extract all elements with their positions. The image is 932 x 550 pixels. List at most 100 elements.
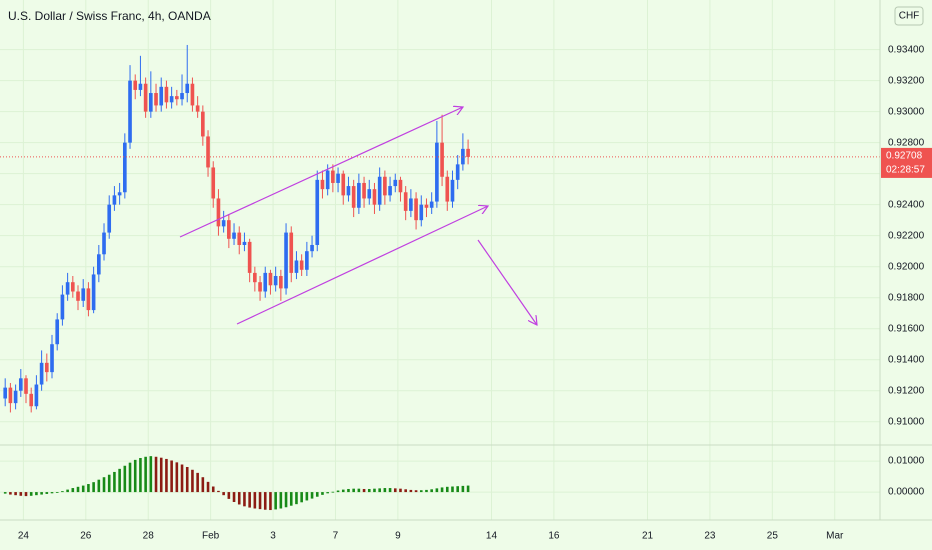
candle-body — [362, 182, 366, 199]
candle-body — [325, 170, 330, 190]
candle-body — [310, 244, 314, 252]
histogram-bar — [201, 477, 205, 493]
histogram-bar — [461, 485, 465, 493]
candle-body — [237, 232, 242, 245]
histogram-bar — [227, 492, 231, 499]
candle-body — [445, 176, 450, 202]
x-tick-label: 14 — [486, 531, 498, 542]
candle-body — [263, 272, 268, 292]
histogram-bar — [445, 486, 449, 493]
candle-body — [258, 282, 262, 292]
histogram-bar — [435, 488, 439, 493]
histogram-bar — [66, 489, 69, 493]
currency[interactable]: CHF — [899, 11, 920, 22]
histogram-bar — [300, 492, 303, 503]
candle-body — [50, 344, 54, 373]
histogram-bar — [40, 492, 43, 495]
candle-body — [435, 142, 439, 202]
histogram-bar — [154, 456, 158, 493]
histogram-bar — [383, 488, 387, 493]
histogram-bar — [336, 490, 340, 493]
candle-body — [81, 288, 86, 301]
candle-body — [273, 275, 278, 286]
histogram-bar — [263, 492, 267, 510]
y-tick-label: 0.92800 — [888, 137, 925, 148]
histogram-bar — [357, 488, 361, 493]
candle-body — [169, 96, 174, 103]
x-tick-label: 25 — [767, 531, 779, 542]
candle-body — [39, 362, 44, 385]
candle-body — [107, 204, 112, 233]
candle-body — [102, 232, 106, 255]
histogram-bar — [279, 492, 283, 509]
candle-body — [305, 251, 309, 270]
candle-body — [268, 272, 273, 286]
candle-body — [44, 362, 49, 373]
x-tick-label: 21 — [642, 531, 654, 542]
histogram-bar — [237, 492, 241, 505]
candle-body — [149, 93, 153, 112]
histogram-bar — [165, 458, 168, 493]
candle-body — [206, 136, 210, 168]
candle-body — [383, 176, 387, 196]
candle-body — [13, 390, 18, 404]
histogram-bar — [274, 492, 277, 510]
candle-body — [96, 254, 101, 275]
histogram-bar — [232, 492, 236, 502]
histogram-bar — [451, 486, 454, 493]
candle-body — [123, 142, 127, 193]
candle-body — [414, 198, 418, 221]
y-tick-label: 0.92400 — [888, 199, 925, 210]
candle-body — [440, 142, 444, 177]
x-tick-label: 3 — [270, 531, 276, 542]
candle-body — [299, 260, 304, 270]
histogram-bar — [284, 492, 288, 508]
candle-body — [3, 387, 8, 399]
x-tick-label: 28 — [143, 531, 155, 542]
candle-body — [346, 186, 351, 196]
histogram-bar — [35, 492, 38, 496]
histogram-bar — [139, 458, 142, 493]
candle-body — [351, 186, 356, 208]
x-tick-label: 9 — [395, 531, 401, 542]
histogram-bar — [14, 492, 17, 496]
histogram-bar — [92, 482, 95, 493]
candle-body — [419, 204, 424, 221]
candle-body — [133, 80, 138, 90]
histogram-bar — [175, 462, 179, 493]
currency-box[interactable] — [894, 6, 924, 26]
candle-body — [91, 274, 96, 311]
histogram-bar — [305, 492, 309, 501]
histogram-bar — [118, 468, 121, 493]
candle-body — [247, 241, 252, 273]
candle-body — [24, 378, 28, 394]
candle-body — [466, 148, 470, 157]
candle-body — [398, 179, 403, 193]
channel-upper — [179, 107, 463, 238]
candle-body — [8, 387, 13, 404]
candle-body — [279, 275, 283, 289]
candle-body — [117, 192, 122, 196]
candle-body — [221, 220, 226, 227]
histogram-bar — [409, 489, 413, 493]
histogram-bar — [87, 484, 90, 493]
candle-body — [232, 232, 236, 239]
histogram-bar — [24, 492, 28, 497]
histogram-bar — [45, 492, 49, 494]
candle-body — [367, 189, 372, 199]
last-price-box — [881, 147, 932, 178]
histogram-bar — [248, 492, 251, 508]
histogram-bar — [378, 488, 381, 493]
candle-body — [55, 319, 60, 345]
candle-body — [128, 80, 132, 143]
histogram-bar — [81, 485, 85, 493]
histogram-bar — [128, 462, 132, 493]
y-tick-label: 0.91600 — [888, 323, 925, 334]
candle-body — [294, 260, 299, 273]
histogram-bar — [393, 488, 397, 493]
histogram-bar — [123, 465, 127, 493]
candle-body — [315, 179, 320, 245]
histogram-bar — [347, 488, 350, 493]
x-tick-label: 7 — [333, 531, 339, 542]
